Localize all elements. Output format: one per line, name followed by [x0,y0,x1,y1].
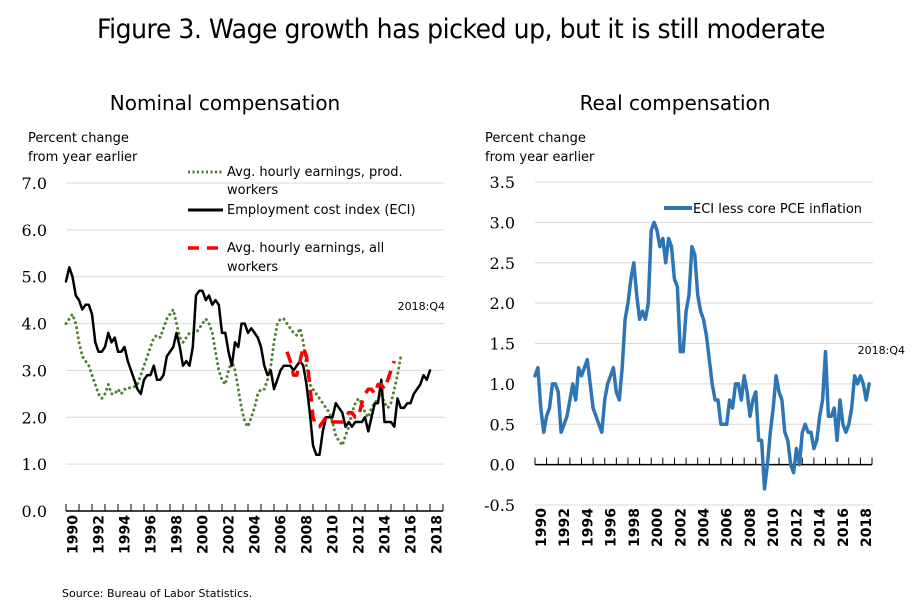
nominal-annotation-2018q4: 2018:Q4 [398,300,445,313]
x-tick-label: 2008 [743,508,759,547]
x-tick-label: 2000 [650,508,666,547]
x-tick-label: 1996 [144,515,160,554]
x-tick-label: 2012 [352,515,368,554]
x-tick-label: 1994 [580,508,596,547]
x-tick-label: 2014 [813,508,829,547]
x-tick-label: 1990 [66,515,82,554]
y-tick-label: 1.0 [490,375,515,394]
legend-label-prod-workers-2: workers [227,183,278,198]
nominal-chart-title: Nominal compensation [110,91,340,115]
x-tick-label: 2006 [274,515,290,554]
real-ylabel-line1: Percent change [485,131,586,146]
nominal-legend: Avg. hourly earnings, prod. workers Empl… [188,165,416,275]
nominal-compensation-chart: Nominal compensation Percent change from… [22,91,446,554]
x-tick-label: 1992 [557,508,573,547]
real-annotation-2018q4: 2018:Q4 [858,344,905,357]
y-tick-label: 4.0 [22,315,47,334]
x-tick-label: 2014 [378,515,394,554]
x-tick-label: 1992 [92,515,108,554]
x-tick-label: 2004 [248,515,264,554]
series-line-employment-cost-index-eci [64,266,432,457]
series-line-eci-less-core-pce-inflation [533,220,871,491]
x-tick-label: 2004 [697,508,713,547]
legend-label-all-workers-2: workers [227,260,278,275]
real-compensation-chart: Real compensation Percent change from ye… [484,91,905,547]
y-tick-label: 3.0 [22,361,47,380]
y-tick-label: 2.0 [490,294,515,313]
y-tick-label: 5.0 [22,268,47,287]
y-tick-label: 7.0 [22,174,47,193]
y-tick-label: 1.5 [490,335,515,354]
x-tick-label: 2016 [836,508,852,547]
y-tick-label: 0.0 [22,502,47,521]
y-tick-label: 3.0 [490,213,515,232]
y-tick-label: 6.0 [22,221,47,240]
x-tick-label: 2018 [859,508,875,547]
x-tick-label: 1990 [534,508,550,547]
y-tick-label: 1.0 [22,455,47,474]
y-tick-label: 2.5 [490,254,515,273]
source-note: Source: Bureau of Labor Statistics. [62,587,253,600]
series-line-avg-hourly-earnings-prod-workers [64,308,403,447]
y-tick-label: 3.5 [490,173,515,192]
x-tick-label: 2018 [430,515,446,554]
real-legend: ECI less core PCE inflation [664,202,862,217]
x-tick-label: 2002 [222,515,238,554]
nominal-ylabel-line1: Percent change [28,131,129,146]
x-tick-label: 1998 [170,515,186,554]
legend-label-prod-workers-1: Avg. hourly earnings, prod. [227,165,403,180]
x-tick-label: 1996 [604,508,620,547]
figure-title: Figure 3. Wage growth has picked up, but… [96,14,826,45]
legend-label-all-workers-1: Avg. hourly earnings, all [227,241,384,256]
x-tick-label: 1998 [627,508,643,547]
real-ylabel-line2: from year earlier [485,150,595,165]
real-chart-title: Real compensation [580,91,771,115]
x-tick-label: 2016 [404,515,420,554]
nominal-ylabel-line2: from year earlier [28,150,138,165]
y-tick-label: -0.5 [484,496,515,515]
x-tick-label: 2006 [720,508,736,547]
x-tick-label: 2000 [196,515,212,554]
x-tick-label: 2012 [789,508,805,547]
series-line-avg-hourly-earnings-all-workers [285,345,396,429]
x-tick-label: 2002 [673,508,689,547]
y-tick-label: 2.0 [22,408,47,427]
x-tick-label: 2008 [300,515,316,554]
x-tick-label: 1994 [118,515,134,554]
y-tick-label: 0.0 [490,456,515,475]
legend-label-eci: Employment cost index (ECI) [227,203,416,218]
x-tick-label: 2010 [326,515,342,554]
y-tick-label: 0.5 [490,415,515,434]
x-tick-label: 2010 [766,508,782,547]
legend-label-eci-less-pce: ECI less core PCE inflation [693,202,862,217]
